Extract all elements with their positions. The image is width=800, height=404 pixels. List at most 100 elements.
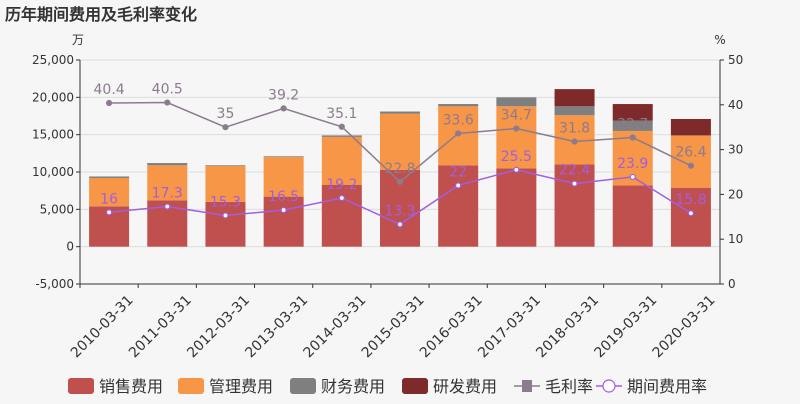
series-point: [396, 178, 404, 185]
data-label: 23.9: [617, 156, 648, 172]
data-label: 16: [100, 191, 118, 207]
series-point: [455, 182, 462, 189]
bar-segment: [263, 156, 304, 158]
bar-segment: [380, 113, 420, 170]
series-point: [222, 124, 229, 131]
series-point: [280, 105, 287, 112]
series-point: [687, 210, 695, 217]
data-label: 31.8: [559, 121, 590, 137]
bar-segment: [554, 89, 595, 107]
bar-segment: [263, 196, 304, 247]
series-point: [280, 206, 287, 214]
legend-swatch: [178, 378, 204, 394]
data-label: 32.7: [617, 117, 648, 133]
bar-segment: [321, 136, 362, 185]
y2-tick-label: 10: [728, 232, 743, 246]
series-point: [105, 209, 113, 216]
y-tick-label: -5,000: [35, 277, 74, 291]
bar-segment: [612, 120, 653, 131]
bar-segment: [670, 187, 711, 247]
data-label: 39.2: [268, 87, 299, 103]
series-point: [513, 125, 520, 132]
bar-segment: [380, 111, 420, 114]
series-point: [455, 130, 462, 137]
series-point: [338, 194, 345, 202]
series-point: [338, 123, 345, 130]
y2-tick-label: 30: [728, 143, 743, 157]
data-label: 34.7: [501, 108, 532, 124]
bar-segment: [554, 106, 595, 116]
data-label: 33.6: [443, 112, 474, 128]
legend-label: 销售费用: [99, 377, 163, 396]
data-label: 17.3: [152, 185, 183, 201]
y-tick-label: 10,000: [32, 165, 74, 179]
x-tick-label: 2020-03-31: [650, 292, 719, 361]
legend-label: 期间费用率: [627, 377, 707, 396]
bar-segment: [321, 135, 362, 137]
data-label: 15.8: [675, 192, 706, 208]
y2-tick-label: 50: [728, 53, 743, 67]
series-point: [105, 99, 113, 107]
data-label: 16.5: [268, 189, 299, 205]
legend-swatch: [402, 378, 428, 394]
series-point: [164, 203, 171, 210]
data-label: 15.3: [210, 194, 241, 210]
data-label: 26.4: [675, 145, 706, 161]
series-point: [164, 99, 171, 106]
y-tick-label: 5,000: [40, 202, 74, 216]
bar-segment: [496, 168, 537, 247]
bar-segment: [670, 118, 711, 136]
legend-label: 管理费用: [209, 377, 273, 396]
y-tick-label: 20,000: [32, 90, 74, 104]
data-label: 19.2: [326, 177, 357, 193]
bar-segment: [147, 165, 188, 201]
bar-segment: [205, 201, 246, 247]
legend-marker: [522, 380, 532, 392]
series-point: [571, 180, 578, 187]
series-point: [222, 212, 229, 219]
data-label: 22.8: [384, 161, 415, 177]
bar-segment: [205, 165, 246, 167]
bar-segment: [496, 97, 537, 107]
data-label: 25.5: [501, 149, 532, 165]
y2-tick-label: 40: [728, 98, 743, 112]
legend-label: 财务费用: [321, 377, 385, 396]
legend-label: 毛利率: [545, 377, 593, 396]
data-label: 22: [449, 164, 467, 180]
series-point: [687, 162, 695, 169]
bar-segment: [554, 164, 595, 247]
bar-segment: [89, 176, 130, 178]
y-tick-label: 0: [66, 240, 74, 254]
legend-swatch: [68, 378, 94, 394]
bar-segment: [321, 184, 362, 247]
bar-segment: [438, 165, 479, 247]
bar-segment: [496, 106, 537, 169]
bar-segment: [147, 163, 188, 166]
legend-label: 研发费用: [433, 377, 497, 396]
bar-segment: [670, 135, 711, 188]
y-tick-label: 25,000: [32, 53, 74, 67]
legend-marker: [602, 379, 616, 393]
data-label: 40.5: [152, 82, 183, 98]
bar-segment: [612, 104, 653, 121]
data-label: 40.4: [94, 82, 125, 98]
bar-segment: [89, 177, 130, 207]
bar-segment: [263, 157, 304, 197]
series-point: [513, 166, 520, 173]
series-point: [629, 134, 636, 141]
bar-segment: [205, 166, 246, 202]
data-label: 13.3: [384, 203, 415, 219]
series-point: [571, 138, 578, 145]
data-label: 35.1: [326, 106, 357, 122]
y2-tick-label: 20: [728, 187, 743, 201]
left-axis-unit: 万: [72, 33, 84, 47]
data-label: 35: [217, 106, 235, 122]
chart-title: 历年期间费用及毛利率变化: [5, 5, 197, 24]
series-point: [629, 173, 636, 181]
y2-tick-label: 0: [728, 277, 736, 291]
y-tick-label: 15,000: [32, 128, 74, 142]
bar-segment: [612, 185, 653, 247]
right-axis-unit: %: [714, 33, 725, 47]
